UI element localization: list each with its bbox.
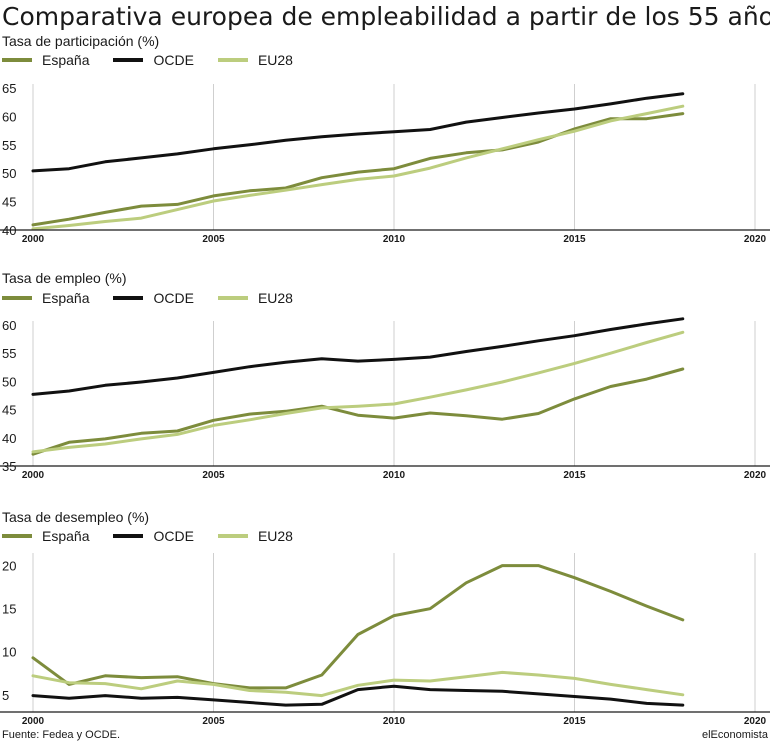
legend-label-eu28: EU28 (257, 528, 293, 544)
legend-swatch-eu28 (217, 534, 248, 538)
y-tick-label-50: 50 (2, 374, 16, 389)
legend-label-ocde: OCDE (153, 52, 194, 68)
series-line-eu28 (31, 104, 685, 231)
legend-item-ocde: OCDE (113, 528, 194, 544)
legend-item-ocde: OCDE (113, 290, 194, 306)
legend-label-ocde: OCDE (153, 290, 194, 306)
legend-label-ocde: OCDE (153, 528, 194, 544)
legend-label-espana: España (42, 52, 90, 68)
brand-logo-text: elEconomista (701, 729, 768, 741)
legend-participacion: España OCDE EU28 (2, 51, 317, 69)
series-line-ocde (31, 684, 685, 707)
y-tick-label-40: 40 (2, 431, 16, 446)
x-tick-label-2010: 2010 (383, 234, 406, 245)
x-tick-label-2000: 2000 (22, 470, 45, 481)
series-line-espana (31, 564, 685, 690)
legend-desempleo: España OCDE EU28 (2, 527, 317, 545)
y-tick-label-5: 5 (2, 688, 9, 703)
y-tick-label-60: 60 (2, 318, 16, 333)
legend-item-espana: España (2, 290, 89, 306)
legend-item-eu28: EU28 (217, 290, 293, 306)
y-tick-label-20: 20 (2, 559, 16, 574)
x-tick-label-2000: 2000 (22, 716, 45, 727)
series-line-espana (31, 367, 685, 456)
series-line-eu28 (31, 330, 685, 454)
x-tick-label-2005: 2005 (202, 234, 225, 245)
legend-label-eu28: EU28 (257, 52, 293, 68)
y-tick-label-60: 60 (2, 109, 16, 124)
y-tick-label-55: 55 (2, 138, 16, 153)
legend-swatch-espana (2, 58, 32, 62)
x-tick-label-2005: 2005 (202, 470, 225, 481)
legend-label-eu28: EU28 (257, 290, 293, 306)
y-tick-label-65: 65 (2, 81, 16, 96)
chart-main-title: Comparativa europea de empleabilidad a p… (2, 2, 770, 31)
x-tick-label-2015: 2015 (563, 234, 586, 245)
series-line-eu28 (31, 670, 685, 698)
y-tick-label-45: 45 (2, 403, 16, 418)
x-tick-label-2020: 2020 (744, 716, 767, 727)
series-line-espana (31, 112, 685, 227)
legend-label-espana: España (42, 290, 90, 306)
legend-item-espana: España (2, 52, 89, 68)
source-note: Fuente: Fedea y OCDE. (2, 729, 120, 741)
y-tick-label-55: 55 (2, 346, 16, 361)
series-line-ocde (31, 92, 685, 173)
x-tick-label-2005: 2005 (202, 716, 225, 727)
series-line-ocde (31, 317, 685, 396)
x-tick-label-2015: 2015 (563, 716, 586, 727)
legend-swatch-ocde (113, 296, 144, 300)
legend-item-eu28: EU28 (217, 528, 293, 544)
y-tick-label-10: 10 (2, 645, 16, 660)
legend-label-espana: España (42, 528, 90, 544)
panel-title-empleo: Tasa de empleo (%) (2, 270, 127, 286)
panel-title-participacion: Tasa de participación (%) (2, 33, 160, 49)
legend-swatch-ocde (113, 58, 144, 62)
y-tick-label-50: 50 (2, 166, 16, 181)
legend-item-espana: España (2, 528, 89, 544)
x-tick-label-2010: 2010 (383, 470, 406, 481)
y-tick-label-15: 15 (2, 602, 16, 617)
x-tick-label-2010: 2010 (383, 716, 406, 727)
legend-swatch-ocde (113, 534, 144, 538)
legend-swatch-espana (2, 296, 32, 300)
x-tick-label-2015: 2015 (563, 470, 586, 481)
chart-panel-3: 5 10 15 20 2000 2005 2010 2015 2020 (0, 553, 770, 727)
x-tick-label-2000: 2000 (22, 234, 45, 245)
x-tick-label-2020: 2020 (744, 234, 767, 245)
legend-item-eu28: EU28 (217, 52, 293, 68)
legend-item-ocde: OCDE (113, 52, 194, 68)
x-tick-label-2020: 2020 (744, 470, 767, 481)
legend-swatch-eu28 (217, 296, 248, 300)
legend-swatch-eu28 (217, 58, 248, 62)
legend-empleo: España OCDE EU28 (2, 289, 317, 307)
panel-title-desempleo: Tasa de desempleo (%) (2, 509, 150, 525)
legend-swatch-espana (2, 534, 32, 538)
y-tick-label-45: 45 (2, 195, 16, 210)
